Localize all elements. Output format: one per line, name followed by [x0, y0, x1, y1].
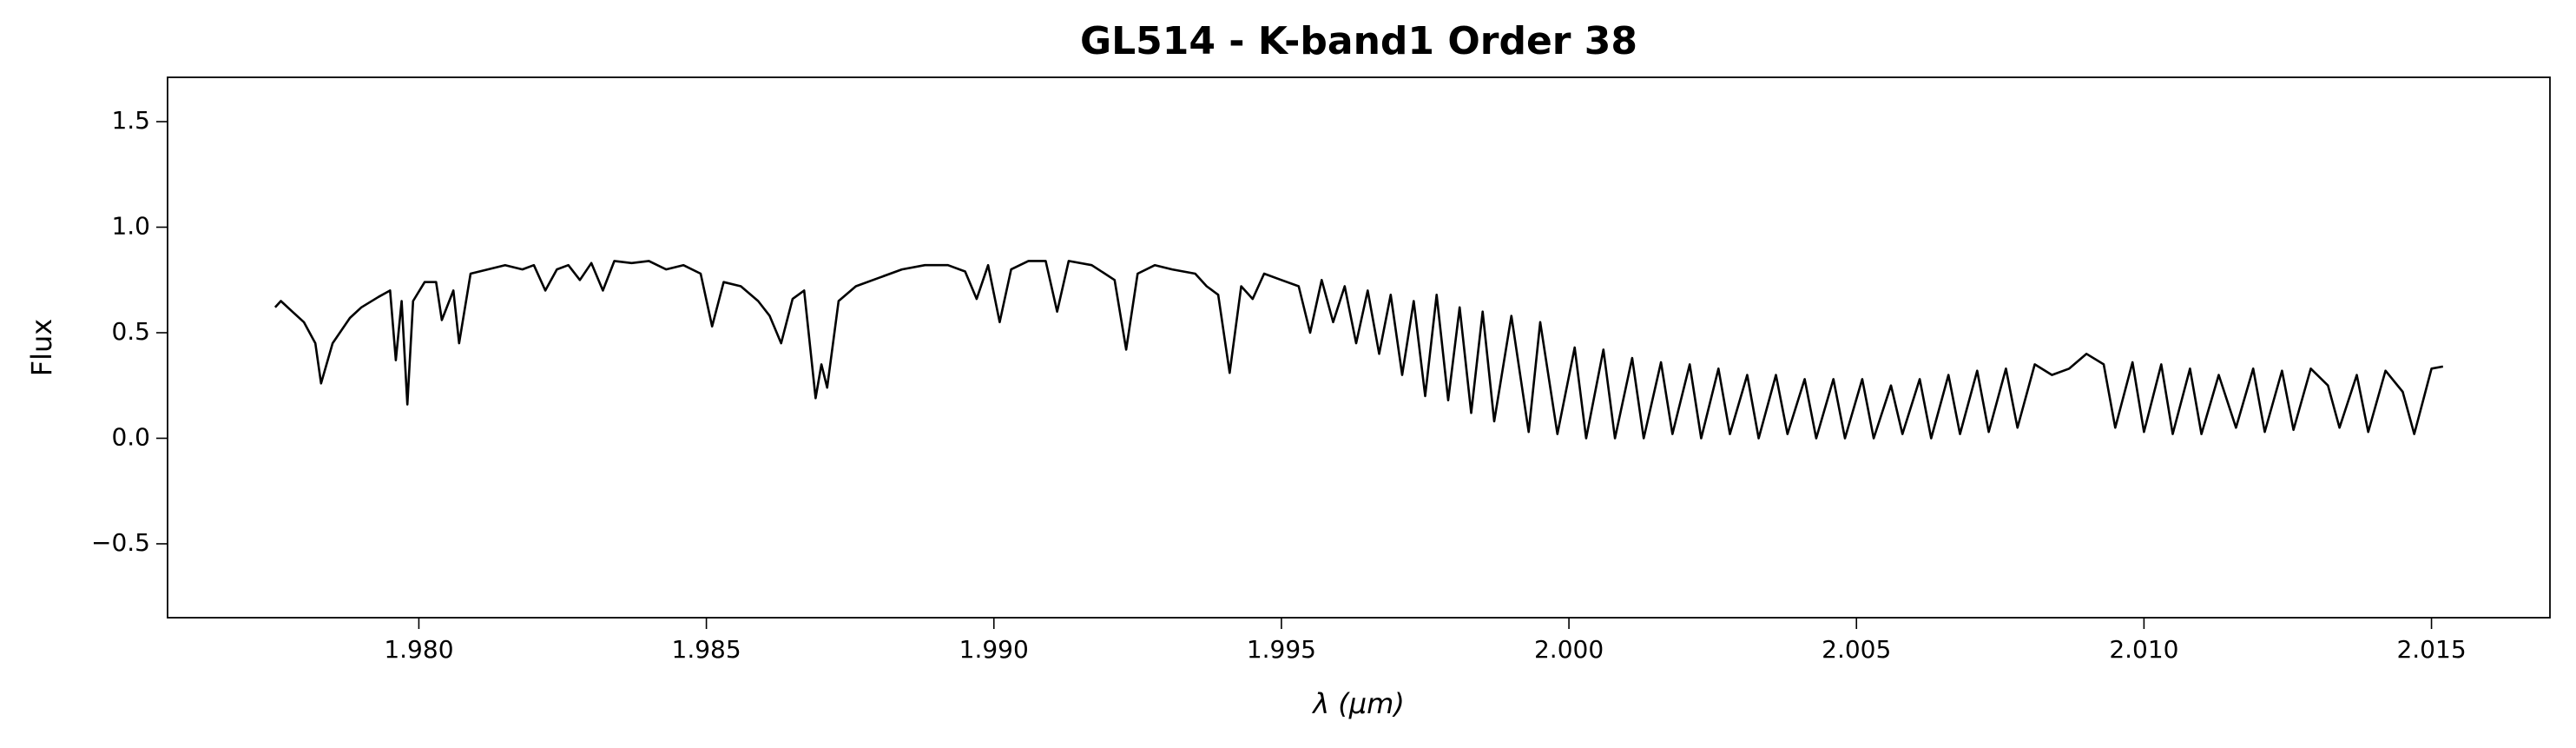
y-tick-label: 0.5 [111, 317, 150, 346]
plot-frame [167, 76, 2551, 619]
y-tick-label: −0.5 [91, 528, 150, 557]
x-tick-label: 1.990 [959, 635, 1029, 664]
x-tick-label: 1.995 [1247, 635, 1316, 664]
x-tick-label: 2.005 [1822, 635, 1891, 664]
x-tick-label: 1.980 [384, 635, 453, 664]
y-tick-label: 0.0 [111, 422, 150, 451]
x-tick-label: 2.015 [2396, 635, 2466, 664]
x-axis-label: λ (μm) [1311, 687, 1405, 720]
x-tick-label: 2.010 [2109, 635, 2178, 664]
spectrum-line [273, 260, 2444, 440]
y-tick-label: 1.5 [111, 106, 150, 135]
chart-title: GL514 - K-band1 Order 38 [1080, 19, 1637, 63]
x-tick-label: 1.985 [672, 635, 741, 664]
y-tick-label: 1.0 [111, 212, 150, 241]
y-axis-label: Flux [25, 319, 58, 377]
x-tick-label: 2.000 [1534, 635, 1604, 664]
